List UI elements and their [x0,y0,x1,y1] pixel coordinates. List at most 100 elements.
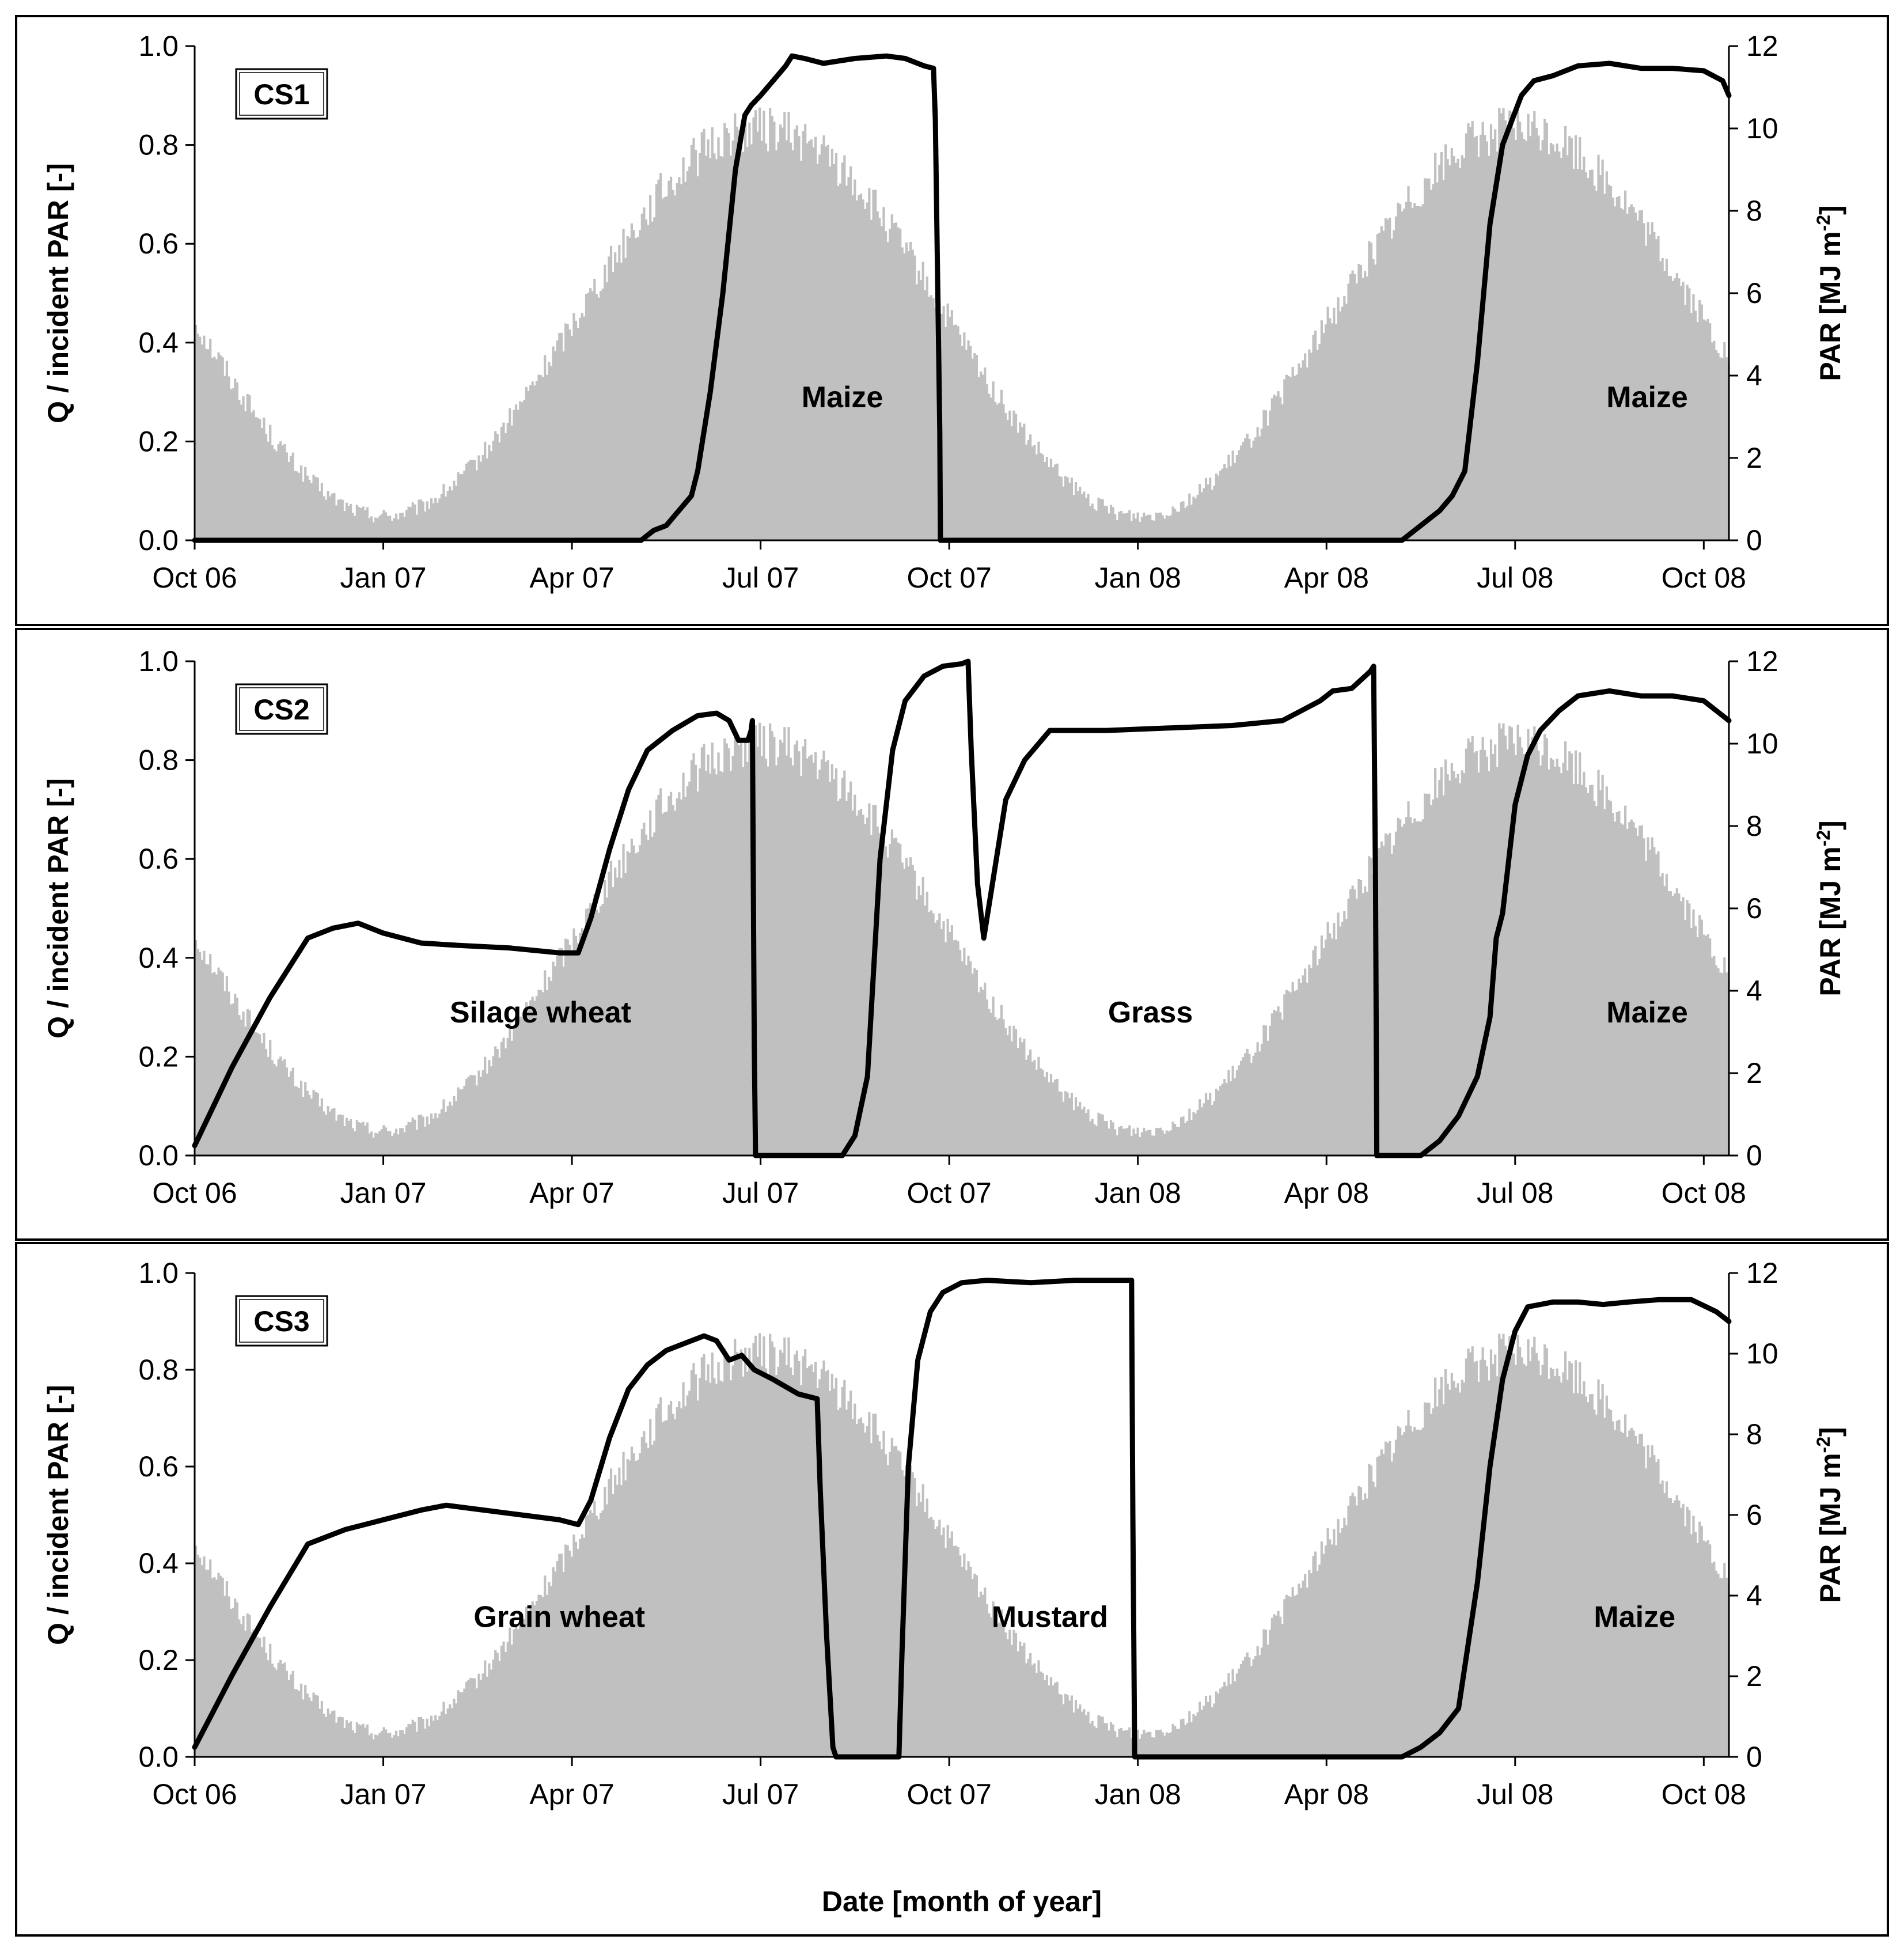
par-bar [787,1337,790,1757]
par-bar [1322,1554,1325,1757]
par-bar [1485,141,1488,541]
par-bar [1502,723,1505,1156]
par-bar [949,1538,951,1757]
par-bar [469,460,472,540]
par-bar [509,408,511,540]
par-bar [1343,1517,1346,1757]
par-bar [544,355,547,540]
par-bar [1558,151,1561,540]
par-bar [263,1636,266,1757]
par-bar [395,1730,398,1757]
par-bar [597,297,600,540]
par-bar [525,1002,528,1156]
par-bars [195,1333,1730,1757]
par-bar [1182,501,1185,540]
par-bar [1682,1503,1685,1757]
par-bar [1006,420,1009,540]
par-bar [866,817,868,1156]
par-bar [1211,1707,1213,1757]
par-bar [1339,1532,1342,1757]
par-bar [1576,784,1579,1156]
par-bar [589,903,592,1156]
par-bar [729,156,733,541]
par-bar [605,1504,608,1757]
par-bar [1223,1681,1226,1757]
par-bar [564,323,567,540]
par-bar [1605,1395,1608,1757]
par-bar [556,955,559,1156]
par-bar [430,1715,433,1757]
par-bar [719,156,722,540]
par-bar [287,1077,290,1156]
par-bar [1394,831,1398,1156]
par-bar [1432,184,1435,541]
par-bar [764,143,768,541]
par-bar [1087,494,1090,540]
par-bar [1432,1408,1435,1757]
par-bar [965,965,968,1156]
par-bar [1308,349,1311,540]
par-bar [1450,148,1453,540]
par-bar [1089,506,1092,540]
par-bar [1537,751,1540,1156]
par-bar [785,1365,788,1757]
crop-label: Mustard [992,1600,1108,1634]
par-bar [905,243,908,540]
par-bar [826,145,829,541]
par-bar [1564,1351,1567,1757]
par-bar [630,838,633,1156]
par-bar [1717,353,1720,540]
par-bar [1279,397,1282,540]
par-bar [564,938,567,1156]
par-bar [368,518,371,540]
par-bar [556,1561,559,1757]
par-bar [1510,1338,1513,1757]
par-bar [735,1351,738,1757]
par-bar [1114,1731,1117,1757]
par-bar [545,374,548,540]
par-bar [604,264,606,540]
par-bar [438,1715,441,1757]
par-bar [1403,209,1406,540]
par-bar [1006,1639,1009,1757]
par-bar [886,242,889,540]
par-bar [1025,1059,1028,1156]
par-bar [1010,1041,1013,1156]
par-bar [397,1736,400,1757]
par-bar [1653,232,1656,540]
par-bar [1037,1056,1040,1156]
par-bar [1231,1066,1234,1156]
par-bar [1419,821,1423,1156]
par-bar [1671,896,1674,1156]
par-bar [1366,276,1368,540]
par-bar [1163,1134,1166,1156]
par-bar [684,1406,687,1757]
par-bar [1049,1074,1053,1156]
par-bar [196,949,199,1156]
par-bar [913,1478,916,1757]
par-bar [449,486,452,540]
par-bar [1153,1737,1156,1757]
par-bar [479,461,483,540]
par-bar [1411,823,1414,1156]
par-bar [657,179,660,540]
par-bar [634,853,638,1156]
par-bar [1334,939,1338,1156]
par-bar [899,1452,902,1757]
par-bar [1246,1048,1249,1156]
par-bar [558,1554,561,1757]
par-bar [1669,891,1672,1156]
par-bar [1465,748,1468,1156]
par-bar [1294,1596,1296,1757]
par-bar [926,892,928,1156]
par-bar [1533,1336,1536,1757]
par-bar [1144,516,1148,540]
par-bar [469,1678,472,1757]
par-bar [1390,854,1393,1156]
par-bar [659,1397,662,1757]
par-bar [816,1388,819,1757]
par-bar [318,1708,321,1757]
par-bar [1031,1062,1034,1156]
par-bar [436,1720,439,1757]
par-bar [855,815,858,1156]
